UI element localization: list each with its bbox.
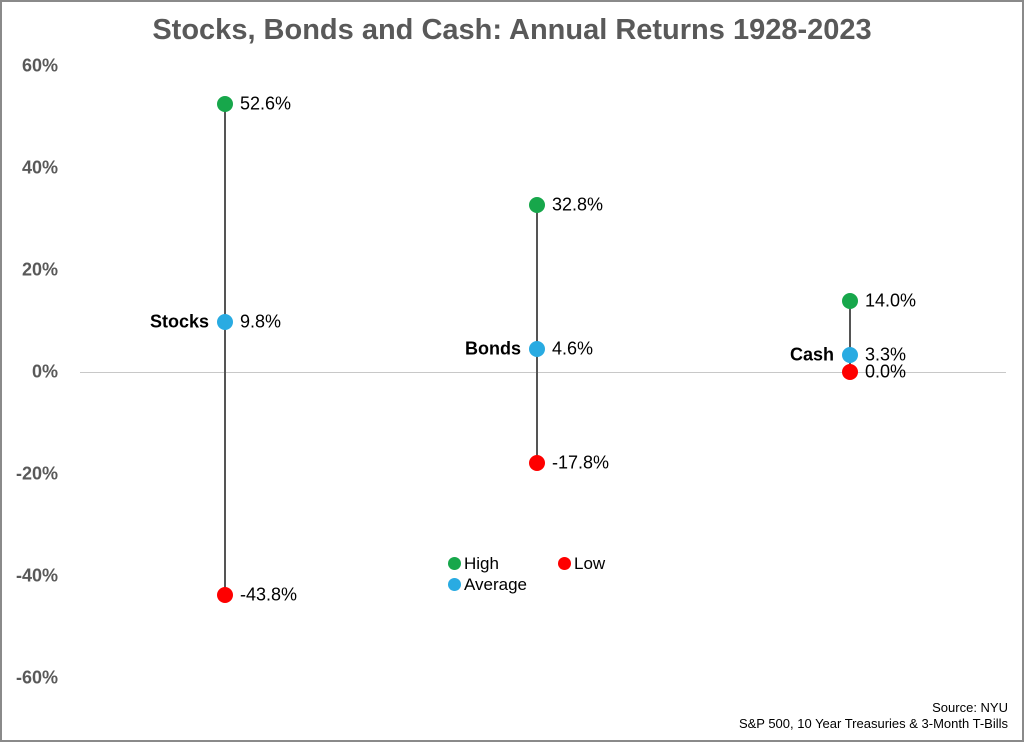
y-tick-label: -20%	[15, 463, 58, 484]
y-tick-label: 0%	[31, 361, 58, 382]
stocks-high-point	[217, 95, 233, 112]
stocks-high-value-label: 52.6%	[240, 93, 292, 114]
legend-item-average: Average	[448, 574, 558, 595]
bonds-low-value-label: -17.8%	[552, 452, 610, 473]
range-line-cash	[849, 300, 851, 372]
zero-gridline	[80, 372, 1006, 373]
stocks-average-point	[217, 314, 233, 331]
source-note: Source: NYU S&P 500, 10 Year Treasuries …	[739, 700, 1008, 733]
legend-item-high: High	[448, 553, 558, 574]
range-line-bonds	[536, 204, 538, 463]
chart-title: Stocks, Bonds and Cash: Annual Returns 1…	[152, 14, 872, 46]
series-label-bonds: Bonds	[465, 338, 521, 359]
cash-low-value-label: 0.0%	[865, 361, 907, 382]
bonds-average-value-label: 4.6%	[552, 338, 594, 359]
cash-high-value-label: 14.0%	[865, 290, 917, 311]
cash-low-point	[842, 364, 858, 380]
cash-high-point	[842, 292, 858, 309]
legend: High Low Average	[448, 553, 605, 595]
y-tick-label: 20%	[21, 259, 58, 280]
y-tick-label: -40%	[15, 565, 58, 586]
y-tick-label: 40%	[21, 157, 58, 178]
legend-label-average: Average	[464, 574, 528, 594]
legend-item-low: Low	[558, 553, 605, 574]
legend-label-low: Low	[574, 553, 606, 573]
cash-average-point	[842, 347, 858, 364]
average-dot-icon	[448, 578, 461, 591]
y-tick-label: -60%	[15, 667, 58, 688]
bonds-low-point	[529, 454, 545, 471]
stocks-low-point	[217, 587, 233, 604]
bonds-high-point	[529, 196, 545, 213]
bonds-high-value-label: 32.8%	[552, 194, 604, 215]
low-dot-icon	[558, 557, 571, 570]
y-tick-label: 60%	[21, 55, 58, 76]
bonds-average-point	[529, 340, 545, 357]
stocks-average-value-label: 9.8%	[240, 311, 282, 332]
cash-average-value-label: 3.3%	[865, 344, 907, 365]
range-line-stocks	[224, 103, 226, 596]
stocks-low-value-label: -43.8%	[240, 584, 298, 605]
series-label-cash: Cash	[789, 344, 834, 365]
series-label-stocks: Stocks	[149, 311, 209, 332]
source-line-1: Source: NYU	[932, 700, 1008, 715]
source-line-2: S&P 500, 10 Year Treasuries & 3-Month T-…	[738, 716, 1008, 732]
legend-label-high: High	[464, 553, 499, 573]
high-dot-icon	[448, 557, 461, 570]
